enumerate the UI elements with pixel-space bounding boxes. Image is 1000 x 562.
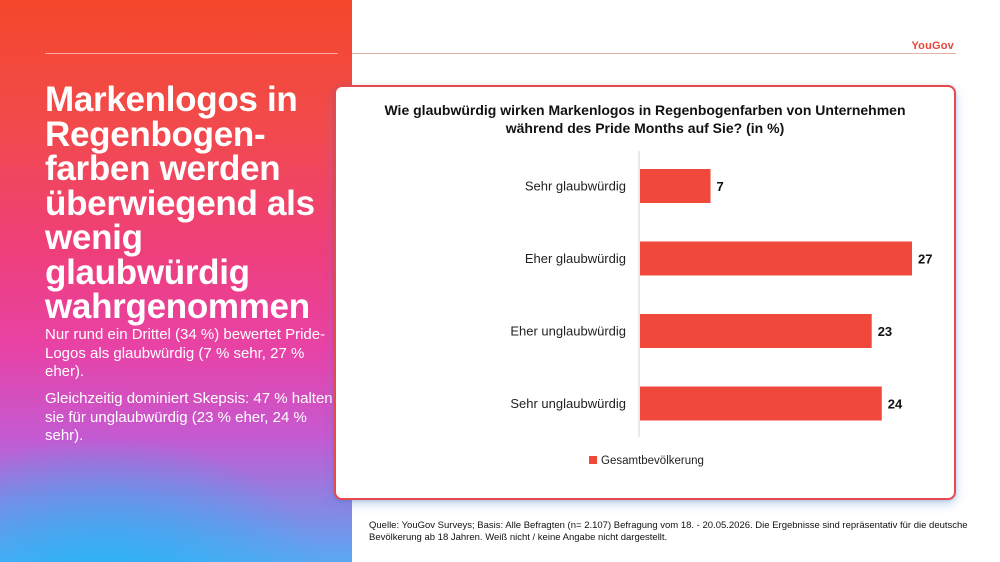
bar	[640, 169, 711, 203]
legend-swatch	[589, 456, 597, 464]
bar	[640, 314, 872, 348]
category-label: Eher unglaubwürdig	[510, 324, 626, 339]
summary-paragraph-2: Gleichzeitig dominiert Skepsis: 47 % hal…	[45, 390, 333, 444]
chart-title: Wie glaubwürdig wirken Markenlogos in Re…	[384, 102, 906, 136]
category-label: Sehr glaubwürdig	[525, 179, 626, 194]
category-label: Sehr unglaubwürdig	[510, 396, 626, 411]
bar	[640, 386, 882, 421]
right-divider	[352, 53, 956, 54]
category-label: Eher glaubwürdig	[525, 251, 626, 266]
left-divider	[45, 53, 338, 54]
headline: Markenlogos in Regenbogen-farben werden …	[45, 80, 315, 326]
bar	[640, 241, 912, 276]
bar-chart: Sehr glaubwürdig 7 Eher glaubwürdig 27 Eher …	[510, 151, 932, 467]
data-label: 27	[918, 252, 932, 267]
left-panel: Markenlogos in Regenbogen-farben werden …	[0, 0, 352, 562]
legend-label: Gesamtbevölkerung	[601, 455, 704, 467]
data-label: 7	[717, 179, 724, 194]
data-label: 24	[888, 397, 903, 412]
brand-logo: YouGov	[911, 40, 954, 52]
data-label: 23	[878, 324, 892, 339]
summary-paragraph-1: Nur rund ein Drittel (34 %) bewertet Pri…	[45, 326, 326, 380]
chart-card: Wie glaubwürdig wirken Markenlogos in Re…	[334, 85, 956, 500]
source-footnote: Quelle: YouGov Surveys; Basis: Alle Befr…	[369, 520, 968, 543]
